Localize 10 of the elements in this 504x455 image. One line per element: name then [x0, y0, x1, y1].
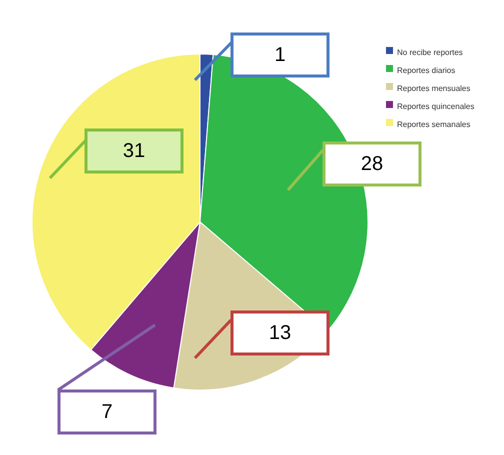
- legend-label: Reportes mensuales: [397, 84, 470, 93]
- legend-label: Reportes diarios: [397, 66, 456, 75]
- data-label: 1: [274, 44, 286, 66]
- legend-label: No recibe reportes: [397, 48, 463, 57]
- data-label: 13: [268, 322, 292, 344]
- legend-label: Reportes quincenales: [397, 102, 474, 111]
- data-label: 31: [122, 140, 146, 162]
- data-label: 7: [101, 401, 113, 423]
- legend-label: Reportes semanales: [397, 120, 470, 129]
- data-label: 28: [360, 153, 384, 175]
